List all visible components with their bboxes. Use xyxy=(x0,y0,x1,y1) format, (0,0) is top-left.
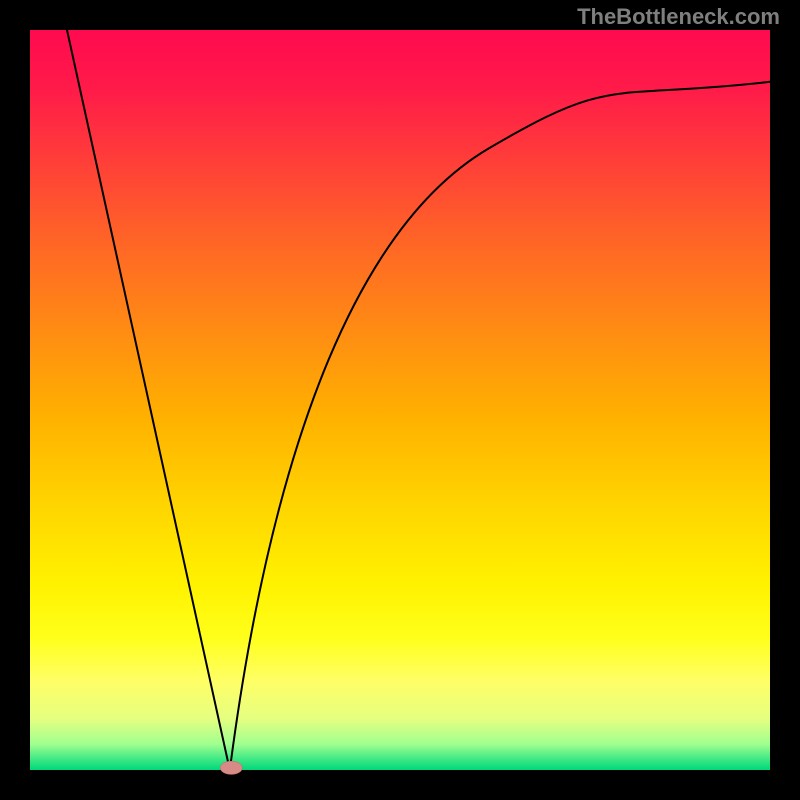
chart-svg xyxy=(0,0,800,800)
optimum-marker xyxy=(220,761,242,774)
plot-background xyxy=(30,30,770,770)
attribution-label: TheBottleneck.com xyxy=(577,4,780,30)
chart-container: TheBottleneck.com xyxy=(0,0,800,800)
